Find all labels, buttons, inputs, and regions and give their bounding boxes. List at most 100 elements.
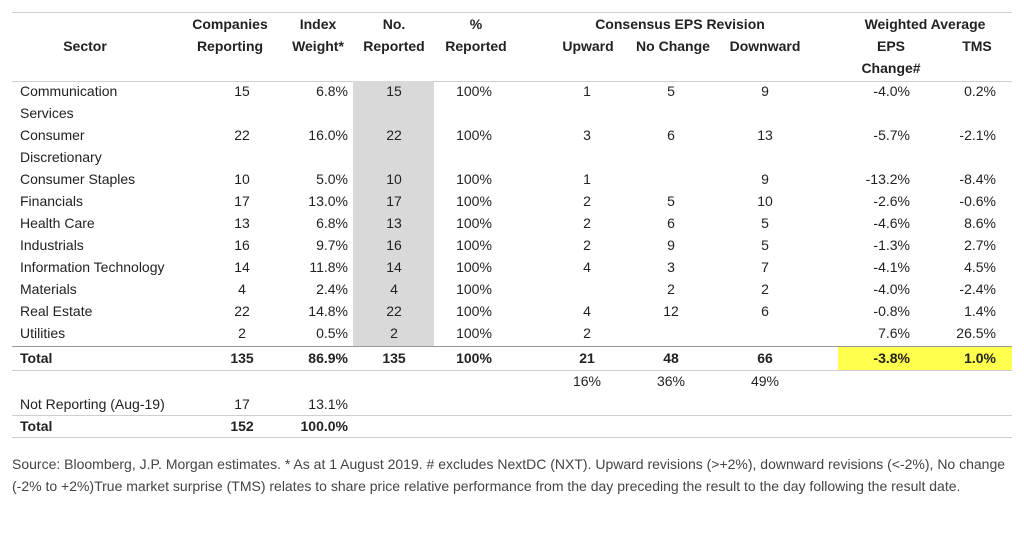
cell-sector-line2: Services [20, 105, 74, 121]
not-reporting-row: Not Reporting (Aug-19) 17 13.1% [12, 393, 1012, 415]
total-weight: 86.9% [308, 350, 348, 366]
table-row: Materials 4 2.4% 4 100% 2 2 -4.0% -2.4% [12, 278, 1012, 300]
cell-eps-change: -4.0% [873, 281, 910, 297]
source-note: Source: Bloomberg, J.P. Morgan estimates… [12, 456, 1006, 494]
cell-no-change: 2 [667, 281, 675, 297]
table-bottom-border [12, 437, 1012, 438]
table-row: Industrials 16 9.7% 16 100% 2 9 5 -1.3% 2.7% [12, 234, 1012, 256]
cell-downward: 10 [757, 193, 773, 209]
cell-downward: 13 [757, 127, 773, 143]
not-reporting-weight: 13.1% [308, 396, 348, 412]
total-label: Total [20, 350, 53, 366]
cell-sector: Financials [20, 193, 84, 209]
pct-upward: 16% [572, 373, 602, 389]
total-bottom-border [12, 370, 1012, 371]
cell-upward: 4 [583, 303, 591, 319]
cell-upward [552, 278, 622, 300]
cell-companies: 22 [234, 303, 250, 319]
cell-reported: 22 [386, 127, 402, 143]
cell-companies: 4 [238, 281, 246, 297]
table-row-continuation: Discretionary [12, 146, 1012, 168]
cell-pct-reported: 100% [456, 237, 492, 253]
cell-downward: 9 [761, 171, 769, 187]
cell-eps-change: -13.2% [865, 171, 910, 187]
header-bottom-border [12, 81, 1012, 82]
cell-sector: Utilities [20, 325, 66, 341]
cell-tms: 1.4% [964, 303, 996, 319]
grand-total-row: Total 152 100.0% [12, 415, 1012, 437]
cell-tms: 4.5% [964, 259, 996, 275]
cell-no-change: 5 [667, 193, 675, 209]
table-row: Real Estate 22 14.8% 22 100% 4 12 6 -0.8% 1.4% [12, 300, 1012, 322]
table-row-continuation: Services [12, 102, 1012, 124]
cell-pct-reported: 100% [456, 259, 492, 275]
cell-tms: -2.4% [959, 281, 996, 297]
tms-total-highlight [938, 347, 1012, 370]
header-index-line2: Weight* [292, 38, 344, 54]
cell-sector: Materials [20, 281, 77, 297]
revision-pct-row: 16% 36% 49% [12, 370, 1012, 392]
cell-eps-change: -1.3% [873, 237, 910, 253]
cell-sector-line2: Discretionary [20, 149, 102, 165]
total-eps: -3.8% [873, 350, 910, 366]
cell-sector: Communication [20, 83, 118, 99]
pct-downward: 49% [750, 373, 780, 389]
cell-no-change: 3 [667, 259, 675, 275]
cell-no-change [636, 322, 706, 344]
reported-column-shade [353, 81, 434, 346]
cell-companies: 22 [234, 127, 250, 143]
cell-companies: 17 [234, 193, 250, 209]
cell-reported: 17 [386, 193, 402, 209]
cell-no-change [636, 168, 706, 190]
table-row: Health Care 13 6.8% 13 100% 2 6 5 -4.6% 8.6% [12, 212, 1012, 234]
header-pct-reported-line1: % [469, 16, 483, 32]
cell-eps-change: -4.1% [873, 259, 910, 275]
cell-pct-reported: 100% [456, 215, 492, 231]
total-top-border [12, 346, 1012, 347]
cell-upward: 1 [583, 171, 591, 187]
total-reported: 135 [382, 350, 406, 366]
cell-reported: 10 [386, 171, 402, 187]
cell-weight: 2.4% [316, 281, 348, 297]
cell-companies: 16 [234, 237, 250, 253]
cell-weight: 9.7% [316, 237, 348, 253]
cell-reported: 2 [390, 325, 398, 341]
cell-tms: 26.5% [956, 325, 996, 341]
eps-total-highlight [838, 347, 938, 370]
total-upward: 21 [579, 350, 595, 366]
total-tms: 1.0% [964, 350, 996, 366]
cell-tms: 2.7% [964, 237, 996, 253]
header-weighted-average: Weighted Average [864, 16, 986, 32]
header-tms: TMS [962, 38, 992, 54]
cell-pct-reported: 100% [456, 325, 492, 341]
cell-downward: 2 [761, 281, 769, 297]
cell-reported: 4 [390, 281, 398, 297]
total-companies: 135 [230, 350, 254, 366]
cell-tms: 0.2% [964, 83, 996, 99]
table-row: Utilities 2 0.5% 2 100% 2 7.6% 26.5% [12, 322, 1012, 344]
cell-sector: Information Technology [20, 259, 165, 275]
header-index-line1: Index [299, 16, 337, 32]
cell-companies: 14 [234, 259, 250, 275]
cell-companies: 10 [234, 171, 250, 187]
cell-reported: 16 [386, 237, 402, 253]
cell-weight: 13.0% [308, 193, 348, 209]
header-no-reported-line1: No. [382, 16, 406, 32]
cell-downward: 7 [761, 259, 769, 275]
cell-tms: 8.6% [964, 215, 996, 231]
grand-total-label: Total [20, 418, 53, 434]
cell-reported: 14 [386, 259, 402, 275]
cell-companies: 13 [234, 215, 250, 231]
grand-total-weight: 100.0% [300, 418, 348, 434]
header-companies-line1: Companies [192, 16, 268, 32]
table-row: Financials 17 13.0% 17 100% 2 5 10 -2.6% -0.6% [12, 190, 1012, 212]
total-pct: 100% [456, 350, 492, 366]
cell-no-change: 5 [667, 83, 675, 99]
table-row: Consumer Staples 10 5.0% 10 100% 1 9 -13.2% -8.4… [12, 168, 1012, 190]
cell-weight: 11.8% [309, 259, 348, 275]
cell-upward: 2 [583, 325, 591, 341]
table-row: Consumer 22 16.0% 22 100% 3 6 13 -5.7% -2.1% [12, 124, 1012, 146]
cell-eps-change: -0.8% [873, 303, 910, 319]
header-no-change: No Change [636, 38, 710, 54]
cell-upward: 1 [583, 83, 591, 99]
